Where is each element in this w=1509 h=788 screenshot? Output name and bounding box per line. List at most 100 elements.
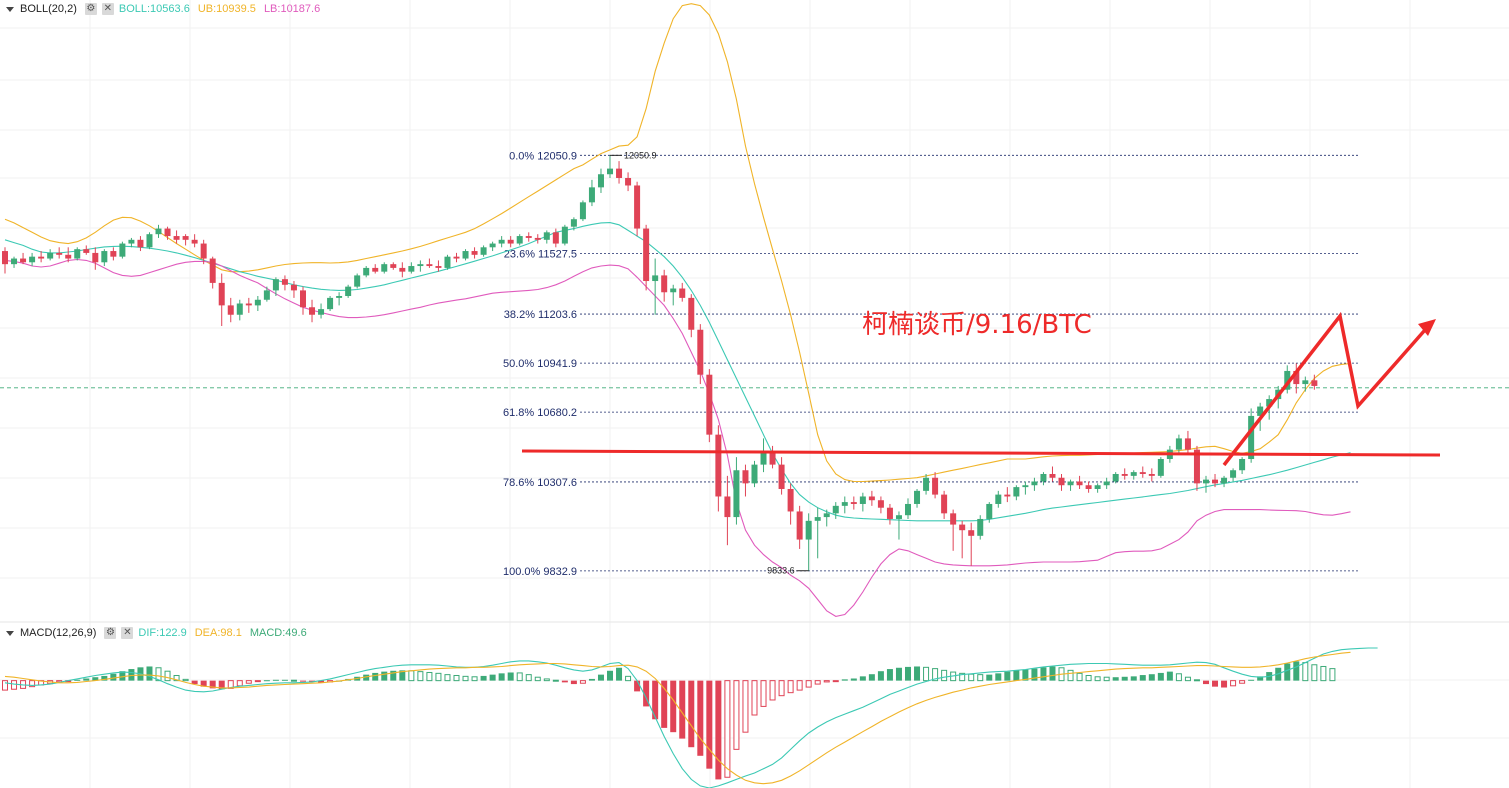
macd-histogram-bar	[1103, 676, 1110, 682]
macd-histogram-bar	[616, 667, 623, 681]
candle-body	[905, 503, 911, 516]
candle-body	[281, 279, 288, 285]
candle-body	[29, 256, 36, 263]
macd-histogram-bar	[1320, 665, 1327, 682]
candle-body	[263, 290, 270, 300]
macd-histogram-bar	[1230, 680, 1237, 687]
candle-body	[597, 174, 604, 188]
fib-level-label: 0.0% 12050.9	[509, 150, 577, 162]
macd-histogram-bar	[607, 670, 614, 681]
macd-histogram-bar	[1293, 661, 1300, 681]
candle-body	[191, 239, 198, 244]
candle-body	[38, 256, 45, 259]
macd-histogram-bar	[697, 680, 704, 756]
macd-histogram-bar	[561, 680, 568, 683]
candle-body	[760, 451, 767, 465]
macd-histogram-bar	[986, 674, 993, 681]
gear-icon[interactable]: ⚙	[84, 3, 97, 15]
macd-histogram-bar	[742, 680, 749, 733]
candle-body	[1139, 472, 1146, 474]
candle-body	[841, 502, 848, 506]
macd-histogram-bar	[1013, 670, 1020, 681]
macd-histogram-bar	[751, 680, 758, 716]
macd-histogram-bar	[209, 680, 216, 689]
macd-histogram-bar	[299, 680, 306, 682]
macd-histogram-bar	[588, 678, 595, 681]
candle-body	[959, 524, 966, 531]
candle-body	[1067, 481, 1074, 486]
macd-histogram-bar	[110, 673, 117, 681]
macd-histogram-bar	[823, 680, 830, 683]
macd-histogram-bar	[932, 668, 939, 682]
macd-histogram-bar	[1212, 680, 1219, 687]
macd-histogram-bar	[868, 674, 875, 681]
candle-body	[101, 251, 108, 263]
macd-histogram-bar	[29, 680, 36, 688]
macd-histogram-bar	[1311, 664, 1318, 682]
macd-histogram-bar	[968, 673, 975, 682]
candle-body	[552, 232, 559, 244]
candle-body	[164, 228, 171, 237]
macd-histogram-bar	[92, 677, 99, 681]
candle-body	[769, 451, 776, 465]
candle-body	[814, 517, 821, 521]
fib-level-label: 23.6% 11527.5	[504, 248, 577, 260]
candle-body	[209, 258, 216, 283]
macd-histogram-bar	[670, 680, 677, 733]
candle-body	[354, 275, 361, 287]
candle-body	[724, 496, 731, 518]
candle-body	[932, 477, 939, 495]
fib-level-label: 50.0% 10941.9	[503, 358, 577, 370]
macd-histogram-bar	[1248, 679, 1255, 681]
candle-body	[137, 239, 144, 248]
bollinger-bands	[4, 3, 1351, 617]
collapse-arrow-icon[interactable]	[6, 630, 14, 636]
candle-body	[2, 251, 8, 265]
candle-body	[652, 275, 659, 282]
annotation-text: 柯楠谈币/9.16/BTC	[862, 310, 1092, 340]
close-icon[interactable]: ✕	[121, 627, 134, 639]
macd-histogram-bar	[1284, 663, 1291, 681]
candle-body	[218, 282, 225, 306]
fib-level-label: 61.8% 10680.2	[503, 407, 577, 419]
boll-lower-line	[4, 258, 1351, 617]
candle-body	[462, 251, 469, 259]
candle-body	[579, 202, 586, 220]
candle-body	[1311, 380, 1318, 386]
candle-body	[20, 258, 27, 263]
candle-body	[1103, 481, 1110, 486]
macd-histogram-bar	[1094, 676, 1101, 682]
macd-histogram-bar	[516, 672, 523, 682]
macd-histogram-bar	[390, 670, 397, 681]
candle-body	[697, 329, 704, 375]
macd-histogram-bar	[543, 678, 550, 682]
macd-histogram-bar	[724, 680, 731, 778]
macd-histogram-bar	[489, 674, 496, 681]
candle-body	[995, 494, 1002, 504]
candle-body	[733, 470, 740, 518]
candle-body	[1049, 473, 1056, 478]
candle-body	[868, 496, 875, 501]
candle-body	[1212, 479, 1219, 484]
macd-histogram-bar	[272, 679, 279, 681]
candle-body	[1293, 370, 1300, 385]
macd-histogram-bar	[1239, 680, 1246, 684]
macd-histogram-bar	[715, 680, 722, 780]
macd-histogram-bar	[652, 680, 659, 720]
close-icon[interactable]: ✕	[101, 3, 114, 15]
macd-histogram-bar	[1049, 666, 1056, 681]
candle-body	[986, 503, 993, 519]
gear-icon[interactable]: ⚙	[104, 627, 117, 639]
macd-histogram-bar	[1184, 676, 1191, 682]
candle-body	[408, 266, 415, 272]
macd-histogram-bar	[814, 680, 821, 685]
collapse-arrow-icon[interactable]	[6, 6, 14, 12]
macd-histogram-bar	[787, 680, 794, 694]
macd-indicator-name: MACD(12,26,9)	[20, 627, 97, 639]
macd-histogram-bar	[1139, 675, 1146, 681]
macd-histogram-bar	[200, 680, 207, 687]
price-markers: 12050.9 9833.6	[610, 150, 809, 576]
candle-body	[679, 288, 686, 298]
macd-histogram-bar	[74, 679, 81, 681]
